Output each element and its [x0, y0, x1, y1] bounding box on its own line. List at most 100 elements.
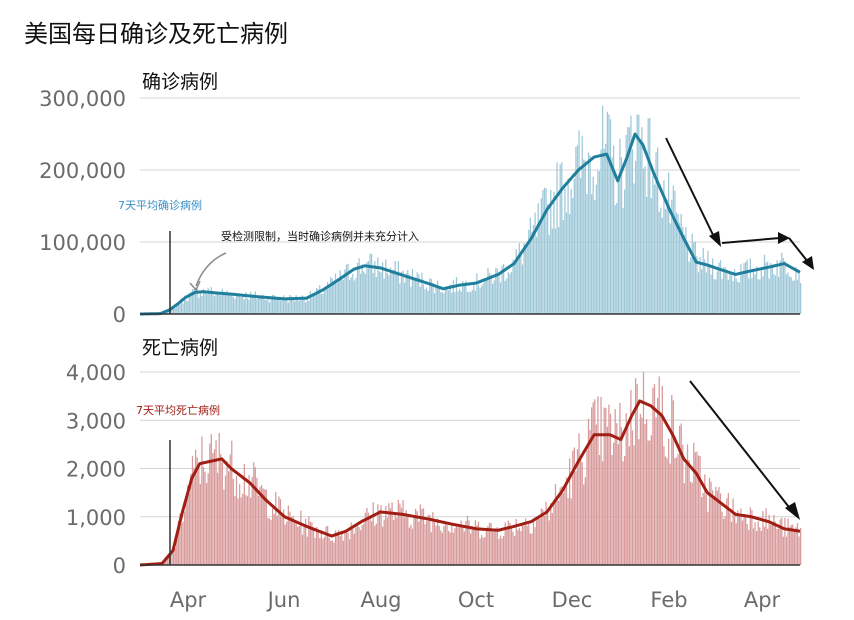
deaths-daily-bar	[333, 542, 335, 565]
deaths-daily-bar	[437, 518, 439, 565]
cases-daily-bar	[760, 269, 762, 314]
cases-daily-bar	[724, 267, 726, 314]
cases-daily-bar	[323, 288, 326, 314]
x-tick-label: Jun	[266, 588, 301, 612]
cases-daily-bar	[727, 279, 729, 314]
trend-arrow-1-head	[709, 231, 721, 247]
deaths-daily-bar	[396, 517, 398, 565]
cases-daily-bar	[749, 258, 751, 314]
cases-daily-bar	[551, 228, 553, 314]
cases-daily-bar	[265, 300, 267, 314]
deaths-daily-bar	[448, 530, 450, 565]
deaths-daily-bar	[342, 540, 344, 565]
cases-daily-bar	[790, 277, 792, 314]
deaths-daily-bar	[716, 490, 718, 565]
cases-daily-bar	[444, 286, 447, 314]
deaths-daily-bar	[534, 527, 536, 565]
cases-daily-bar	[294, 301, 296, 314]
cases-daily-bar	[193, 288, 195, 314]
deaths-daily-bar	[300, 510, 302, 565]
cases-daily-bar	[440, 292, 442, 314]
deaths-daily-bar	[427, 515, 429, 565]
deaths-daily-bar	[536, 516, 538, 565]
cases-daily-bar	[619, 138, 621, 314]
trend-arrow-2-head	[778, 232, 790, 244]
cases-daily-bar	[490, 274, 492, 314]
deaths-daily-bar	[419, 504, 421, 565]
deaths-daily-bar	[781, 517, 783, 565]
deaths-daily-bar	[729, 512, 731, 565]
deaths-daily-bar	[660, 412, 662, 565]
cases-daily-bar	[734, 269, 736, 314]
deaths-daily-bar	[196, 457, 198, 565]
cases-daily-bar	[493, 280, 495, 314]
deaths-daily-bar	[215, 440, 217, 565]
deaths-daily-bar	[185, 496, 187, 565]
deaths-daily-bar	[433, 521, 436, 565]
deaths-daily-bar	[166, 556, 168, 565]
cases-daily-bar	[182, 303, 184, 314]
deaths-daily-bar	[393, 520, 395, 565]
cases-daily-bar	[421, 272, 423, 314]
cases-daily-bar	[523, 243, 525, 314]
cases-daily-bar	[528, 229, 530, 314]
deaths-daily-bar	[589, 429, 591, 565]
cases-daily-bar	[583, 159, 585, 314]
deaths-daily-bar	[355, 527, 357, 565]
cases-daily-bar	[536, 236, 538, 314]
deaths-daily-bar	[499, 535, 502, 565]
deaths-daily-bar	[451, 523, 453, 565]
cases-daily-bar	[199, 293, 201, 314]
cases-daily-bar	[422, 284, 425, 314]
cases-daily-bar	[468, 291, 470, 314]
cases-daily-bar	[424, 289, 426, 314]
deaths-daily-bar	[325, 526, 327, 565]
cases-daily-bar	[677, 214, 679, 314]
cases-daily-bar	[317, 289, 319, 314]
cases-daily-bar	[301, 295, 304, 314]
cases-daily-bar	[658, 211, 660, 314]
cases-daily-bar	[575, 146, 577, 314]
deaths-daily-bar	[793, 530, 795, 565]
deaths-daily-bar	[446, 525, 448, 565]
deaths-daily-bar	[532, 520, 535, 565]
cases-daily-bar	[504, 280, 506, 314]
cases-daily-bar	[531, 231, 533, 314]
deaths-daily-bar	[262, 488, 264, 565]
deaths-daily-bar	[639, 413, 641, 565]
deaths-daily-bar	[561, 486, 563, 565]
cases-daily-bar	[726, 269, 728, 314]
deaths-daily-bar	[455, 526, 458, 565]
cases-daily-bar	[598, 171, 601, 314]
deaths-daily-bar	[210, 434, 212, 565]
deaths-daily-bar	[295, 523, 297, 565]
cases-daily-bar	[262, 294, 264, 314]
cases-daily-bar	[666, 199, 668, 314]
deaths-daily-bar	[316, 526, 318, 565]
deaths-daily-bar	[581, 462, 583, 565]
deaths-daily-bar	[547, 510, 549, 565]
deaths-daily-bar	[338, 530, 340, 565]
cases-daily-bar	[540, 198, 542, 314]
cases-daily-bar	[525, 245, 527, 314]
deaths-daily-bar	[510, 526, 513, 565]
deaths-daily-bar	[501, 538, 503, 565]
deaths-daily-bar	[710, 481, 712, 565]
cases-daily-bar	[774, 275, 777, 314]
deaths-daily-bar	[529, 533, 531, 565]
deaths-daily-bar	[686, 444, 689, 565]
deaths-daily-bar	[308, 516, 310, 565]
deaths-daily-bar	[602, 461, 604, 565]
cases-daily-bar	[404, 282, 406, 314]
deaths-daily-bar	[484, 537, 486, 565]
deaths-daily-bar	[289, 511, 291, 565]
deaths-daily-bar	[443, 526, 445, 565]
cases-daily-bar	[543, 187, 546, 314]
cases-panel-title: 确诊病例	[142, 71, 218, 93]
cases-daily-bar	[449, 284, 451, 314]
deaths-daily-bar	[286, 521, 288, 565]
deaths-daily-bar	[369, 517, 371, 565]
deaths-daily-bar	[400, 507, 403, 565]
deaths-daily-bar	[608, 404, 610, 565]
